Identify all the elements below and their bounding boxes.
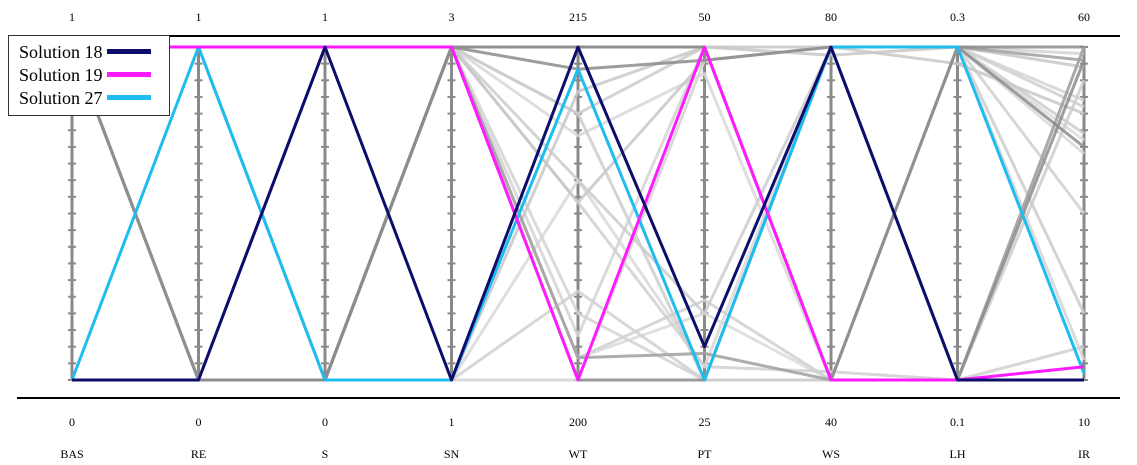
axis-min-label: 1 bbox=[449, 415, 455, 429]
axis-re bbox=[194, 46, 203, 381]
axis-name-label: RE bbox=[191, 447, 206, 461]
axis-name-label: BAS bbox=[60, 447, 83, 461]
axis-min-label: 40 bbox=[825, 415, 837, 429]
series-line-solution-19 bbox=[72, 45, 1085, 382]
axis-name-label: WS bbox=[822, 447, 840, 461]
axis-labels-layer: 10BAS10RE10S31SN215200WT5025PT8040WS0.30… bbox=[60, 10, 1090, 461]
legend-swatch bbox=[106, 49, 151, 54]
legend-label: Solution 27 bbox=[19, 87, 103, 108]
axis-ws bbox=[827, 46, 835, 381]
axis-max-label: 60 bbox=[1078, 10, 1090, 24]
legend-item-solution-27: Solution 27 bbox=[9, 86, 169, 109]
axis-max-label: 215 bbox=[569, 10, 587, 24]
axis-name-label: LH bbox=[950, 447, 966, 461]
legend: Solution 18 Solution 19 Solution 27 bbox=[8, 35, 170, 116]
axis-max-label: 0.3 bbox=[950, 10, 965, 24]
axis-min-label: 0 bbox=[69, 415, 75, 429]
legend-item-solution-18: Solution 18 bbox=[9, 40, 169, 63]
axis-name-label: WT bbox=[569, 447, 588, 461]
highlighted-series-layer bbox=[70, 45, 1086, 382]
axis-name-label: SN bbox=[444, 447, 460, 461]
axis-max-label: 50 bbox=[699, 10, 711, 24]
axis-name-label: IR bbox=[1078, 447, 1090, 461]
legend-item-solution-19: Solution 19 bbox=[9, 63, 169, 86]
axis-max-label: 80 bbox=[825, 10, 837, 24]
axis-max-label: 1 bbox=[69, 10, 75, 24]
series-line-solution-27 bbox=[70, 45, 1086, 382]
axis-min-label: 10 bbox=[1078, 415, 1090, 429]
axis-name-label: S bbox=[322, 447, 329, 461]
axis-max-label: 1 bbox=[196, 10, 202, 24]
axis-min-label: 0 bbox=[322, 415, 328, 429]
axis-s bbox=[321, 46, 329, 381]
axis-min-label: 200 bbox=[569, 415, 587, 429]
axis-min-label: 0 bbox=[196, 415, 202, 429]
legend-swatch bbox=[106, 72, 151, 77]
axes-layer bbox=[68, 46, 1088, 381]
legend-swatch bbox=[106, 95, 151, 100]
axis-max-label: 3 bbox=[449, 10, 455, 24]
series-line-solution-18 bbox=[72, 45, 1084, 382]
axis-max-label: 1 bbox=[322, 10, 328, 24]
legend-label: Solution 19 bbox=[19, 64, 103, 85]
axis-min-label: 25 bbox=[699, 415, 711, 429]
axis-name-label: PT bbox=[697, 447, 712, 461]
axis-lh bbox=[953, 46, 962, 381]
axis-sn bbox=[447, 46, 456, 381]
legend-label: Solution 18 bbox=[19, 41, 103, 62]
axis-pt bbox=[700, 46, 709, 381]
axis-min-label: 0.1 bbox=[950, 415, 965, 429]
